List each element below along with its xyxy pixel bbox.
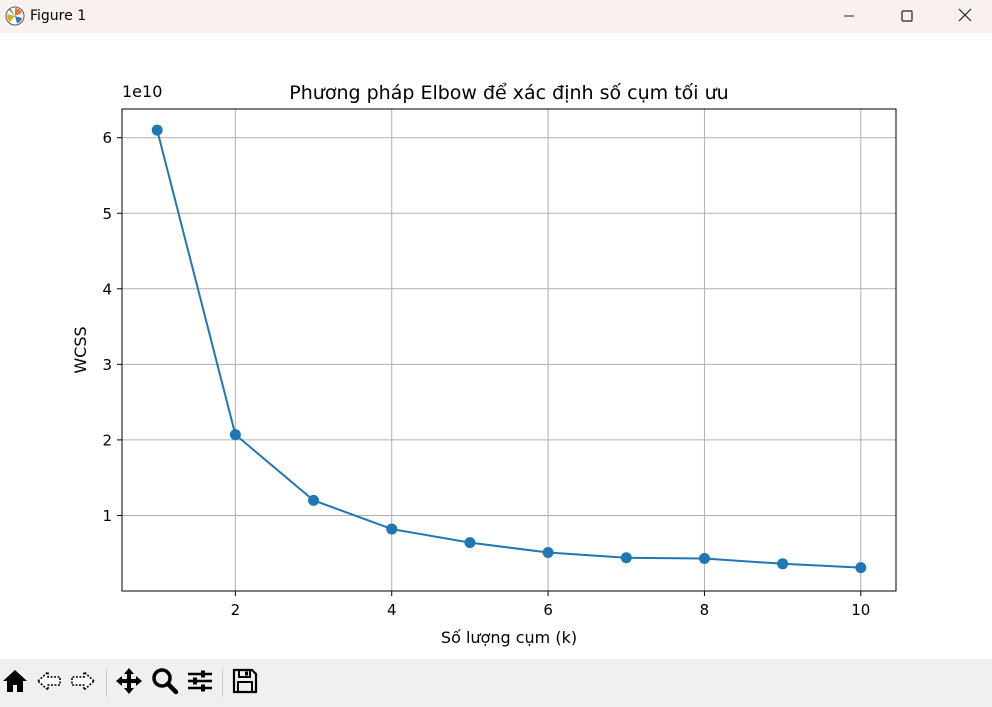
y-tick-label: 1 (102, 507, 112, 525)
navigation-toolbar (0, 659, 992, 707)
x-tick-label: 8 (700, 601, 710, 619)
grid-lines (122, 109, 896, 591)
chart-title: Phương pháp Elbow để xác định số cụm tối… (289, 82, 728, 104)
toolbar-separator (222, 669, 223, 697)
window-title: Figure 1 (30, 8, 87, 24)
data-point (386, 523, 398, 535)
data-point (855, 562, 867, 574)
toolbar-separator (106, 669, 107, 697)
forward-button[interactable] (68, 668, 98, 698)
y-offset-label: 1e10 (122, 82, 162, 101)
home-icon (1, 667, 29, 699)
y-axis-label: WCSS (71, 326, 90, 373)
x-tick-label: 10 (851, 601, 870, 619)
x-tick-label: 4 (387, 601, 397, 619)
data-point (698, 553, 710, 565)
back-button[interactable] (34, 668, 64, 698)
x-tick-label: 2 (231, 601, 241, 619)
y-tick-label: 5 (102, 205, 112, 223)
maximize-icon (901, 7, 913, 26)
figure-canvas[interactable]: 2 4 6 8 10 1 2 3 4 5 6 Phương pháp Elbow để xác đị… (0, 33, 992, 659)
data-point (229, 429, 241, 441)
configure-subplots-icon (186, 667, 214, 699)
minimize-icon (843, 7, 855, 26)
series-line (156, 129, 861, 569)
series-wcss (151, 124, 867, 574)
save-button[interactable] (230, 668, 260, 698)
back-icon (35, 667, 63, 699)
maximize-button[interactable] (878, 0, 936, 33)
data-point (620, 552, 632, 564)
x-tick-label: 6 (543, 601, 553, 619)
data-point (308, 494, 320, 506)
y-tick-label: 4 (102, 280, 112, 298)
data-point (151, 124, 163, 136)
matplotlib-icon (5, 6, 25, 26)
axes-frame (121, 108, 897, 592)
y-tick-label: 3 (102, 356, 112, 374)
data-point (464, 537, 476, 549)
pan-icon (115, 667, 143, 699)
title-bar[interactable]: Figure 1 (0, 0, 992, 33)
home-button[interactable] (0, 668, 30, 698)
y-tick-label: 6 (102, 129, 112, 147)
zoom-button[interactable] (150, 668, 180, 698)
minimize-button[interactable] (820, 0, 878, 33)
x-axis-label: Số lượng cụm (k) (441, 628, 577, 647)
data-point (542, 546, 554, 558)
y-tick-label: 2 (102, 431, 112, 449)
data-point (777, 558, 789, 570)
pan-button[interactable] (114, 668, 144, 698)
zoom-icon (151, 667, 179, 699)
close-icon (958, 7, 972, 26)
configure-subplots-button[interactable] (185, 668, 215, 698)
forward-icon (69, 667, 97, 699)
save-icon (231, 667, 259, 699)
close-button[interactable] (936, 0, 992, 33)
